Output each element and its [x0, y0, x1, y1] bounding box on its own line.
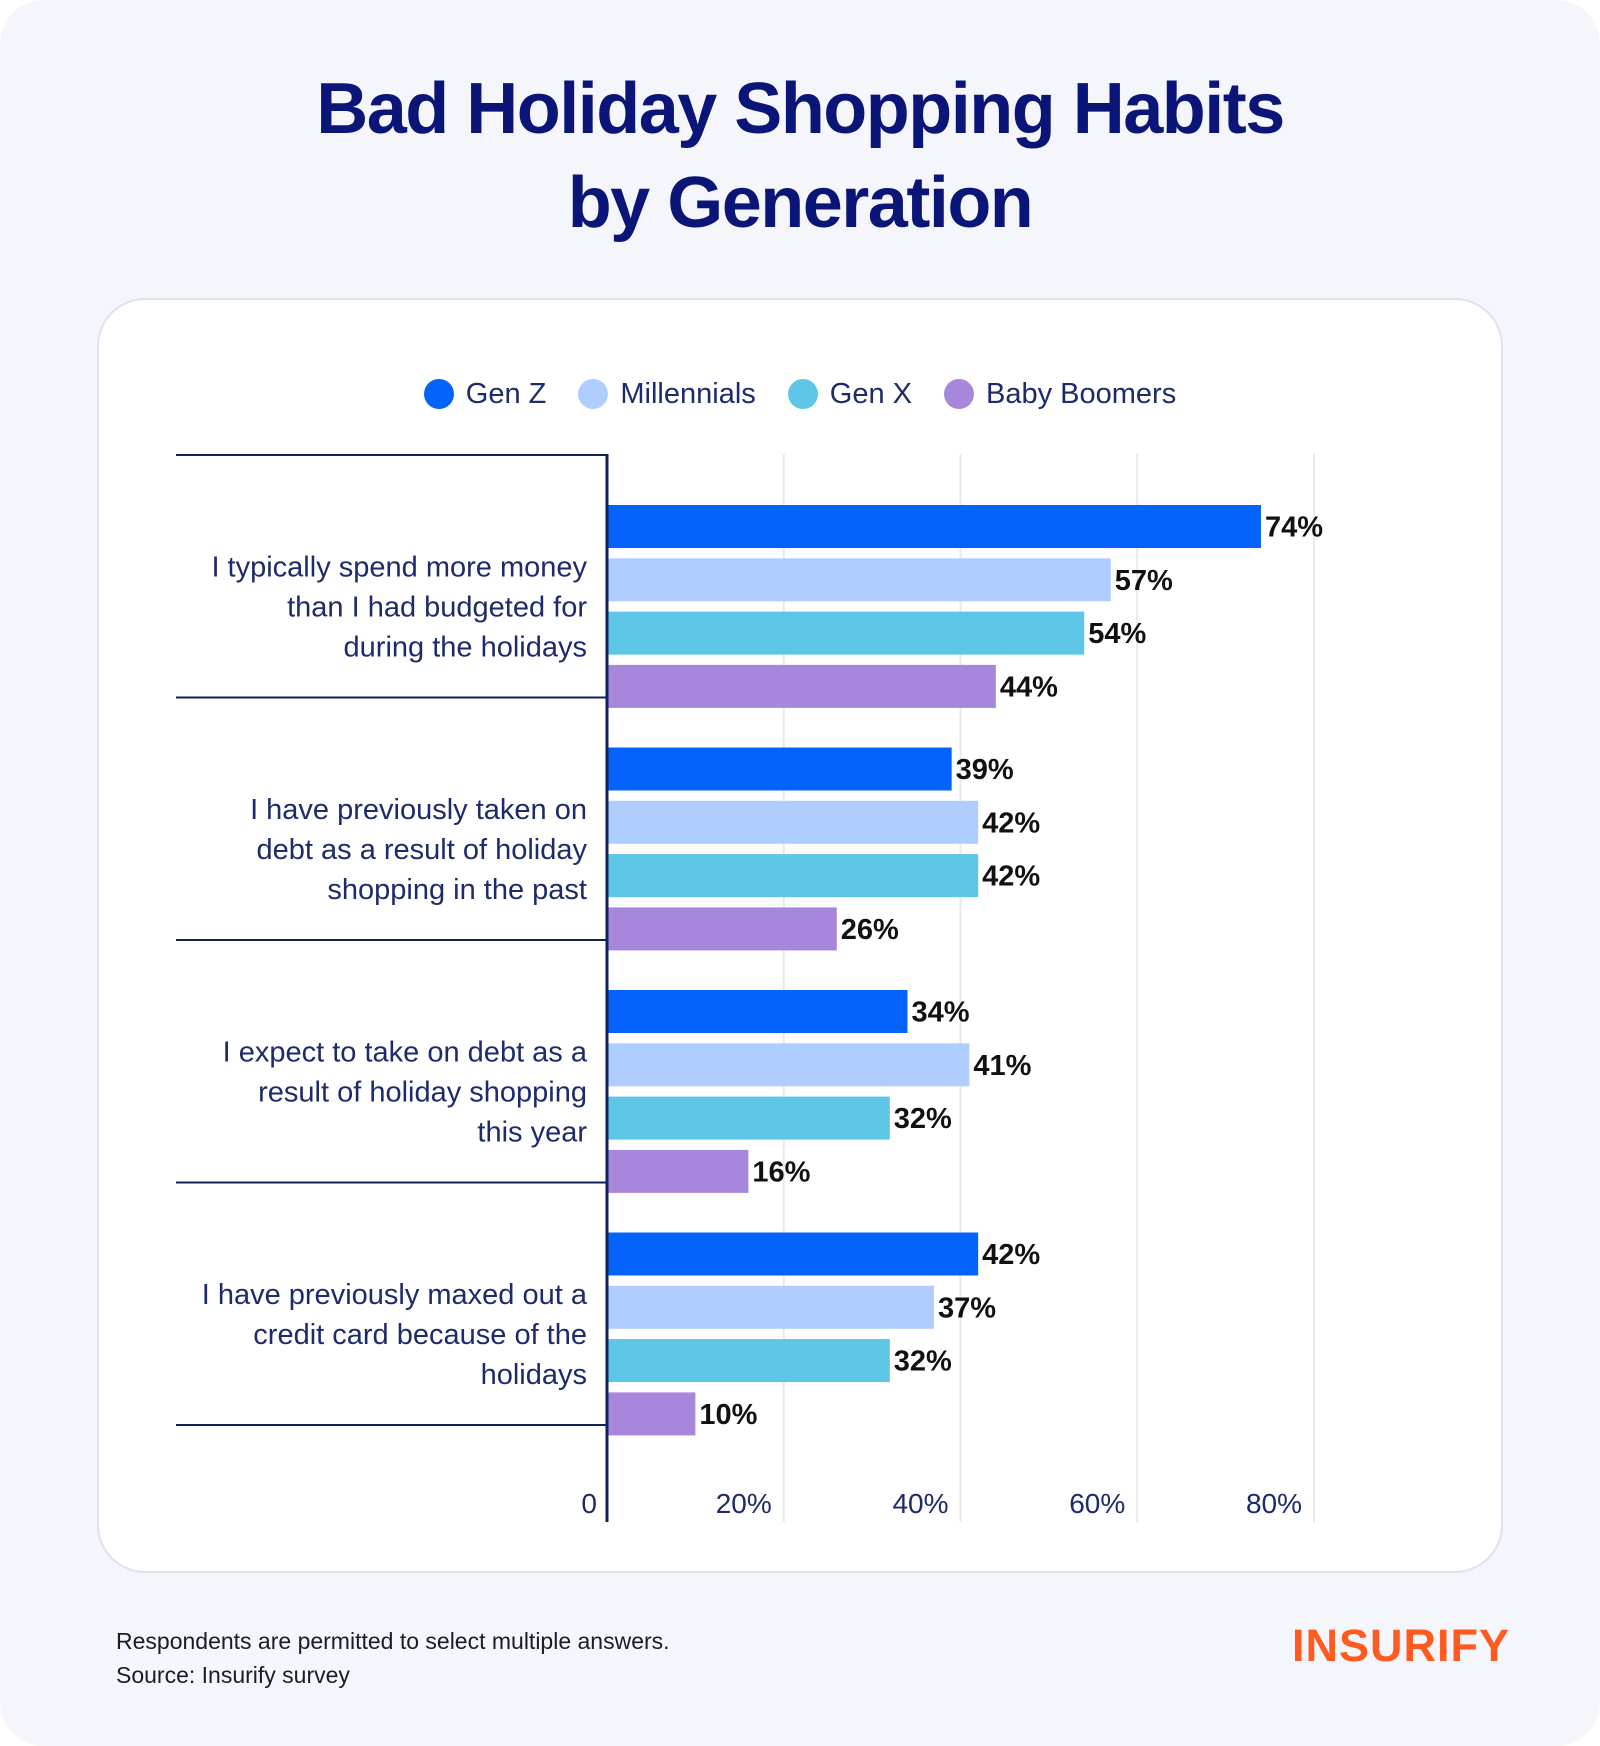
- bar-value-label: 32%: [894, 1103, 952, 1135]
- bar-value-label: 39%: [956, 754, 1014, 786]
- legend-label-millennials: Millennials: [620, 377, 756, 410]
- legend-swatch-millennials: [578, 379, 609, 409]
- category-label: I expect to take on debt as a: [223, 1036, 588, 1068]
- bar-value-label: 34%: [911, 997, 969, 1029]
- bar: [607, 1232, 979, 1276]
- chart-legend: Gen Z Millennials Gen X Baby Boomers: [0, 374, 1600, 414]
- x-tick-label: 20%: [716, 1488, 772, 1519]
- legend-swatch-gen-x: [787, 379, 818, 409]
- bar: [607, 1339, 890, 1383]
- legend-item-gen-z: Gen Z: [423, 377, 547, 411]
- category-label: during the holidays: [344, 631, 587, 663]
- bar: [607, 800, 979, 844]
- legend-swatch-gen-z: [423, 379, 454, 409]
- category-label: I have previously maxed out a: [202, 1279, 588, 1311]
- chart-title: Bad Holiday Shopping Habits by Generatio…: [0, 62, 1600, 250]
- bar-value-label: 10%: [699, 1399, 757, 1431]
- bar: [607, 505, 1261, 548]
- category-label: this year: [477, 1116, 587, 1148]
- bar: [607, 558, 1111, 602]
- bar-value-label: 44%: [1000, 671, 1058, 703]
- bar: [607, 1043, 970, 1087]
- legend-item-millennials: Millennials: [578, 377, 756, 411]
- category-label: credit card because of the: [253, 1319, 587, 1351]
- bar-value-label: 42%: [982, 1239, 1040, 1271]
- bar-value-label: 57%: [1115, 565, 1173, 597]
- legend-swatch-baby-boomers: [944, 379, 974, 409]
- legend-label-gen-x: Gen X: [829, 377, 912, 410]
- bar-value-label: 74%: [1265, 512, 1323, 544]
- category-label: debt as a result of holiday: [257, 834, 588, 866]
- bar: [607, 1149, 749, 1193]
- category-label: shopping in the past: [327, 874, 587, 906]
- bar: [607, 990, 908, 1033]
- category-label: I have previously taken on: [250, 794, 587, 826]
- title-line-2: by Generation: [567, 163, 1034, 243]
- bar-value-label: 32%: [894, 1346, 952, 1378]
- footnote-note: Respondents are permitted to select mult…: [116, 1628, 670, 1654]
- legend-item-gen-x: Gen X: [787, 377, 912, 411]
- bar-value-label: 26%: [841, 914, 899, 946]
- bar-value-label: 41%: [973, 1050, 1031, 1082]
- bar-value-label: 37%: [938, 1292, 996, 1324]
- bar: [607, 664, 996, 708]
- category-label: result of holiday shopping: [258, 1076, 587, 1108]
- legend-item-baby-boomers: Baby Boomers: [944, 378, 1176, 411]
- legend-label-baby-boomers: Baby Boomers: [986, 377, 1177, 410]
- bar: [607, 854, 979, 898]
- bar: [607, 611, 1085, 655]
- bar: [607, 747, 952, 791]
- footnote-source: Source: Insurify survey: [116, 1662, 350, 1688]
- x-tick-label: 60%: [1069, 1488, 1125, 1519]
- bar: [607, 907, 837, 951]
- bar-value-label: 42%: [982, 807, 1040, 839]
- bar: [607, 1096, 890, 1140]
- bar-value-label: 54%: [1088, 618, 1146, 650]
- bar-value-label: 42%: [982, 861, 1040, 893]
- bar: [607, 1392, 696, 1436]
- bar-value-label: 16%: [752, 1156, 810, 1188]
- category-label: I typically spend more money: [211, 551, 587, 583]
- bar: [607, 1285, 934, 1329]
- x-tick-label: 0: [581, 1488, 597, 1519]
- insurify-logo: INSURIFY: [1292, 1620, 1511, 1671]
- category-label: holidays: [481, 1359, 587, 1391]
- footnote: Respondents are permitted to select mult…: [116, 1624, 670, 1692]
- legend-label-gen-z: Gen Z: [465, 377, 547, 410]
- x-tick-label: 40%: [892, 1488, 948, 1519]
- title-line-1: Bad Holiday Shopping Habits: [316, 69, 1285, 149]
- category-label: than I had budgeted for: [287, 591, 587, 623]
- x-tick-label: 80%: [1246, 1488, 1302, 1519]
